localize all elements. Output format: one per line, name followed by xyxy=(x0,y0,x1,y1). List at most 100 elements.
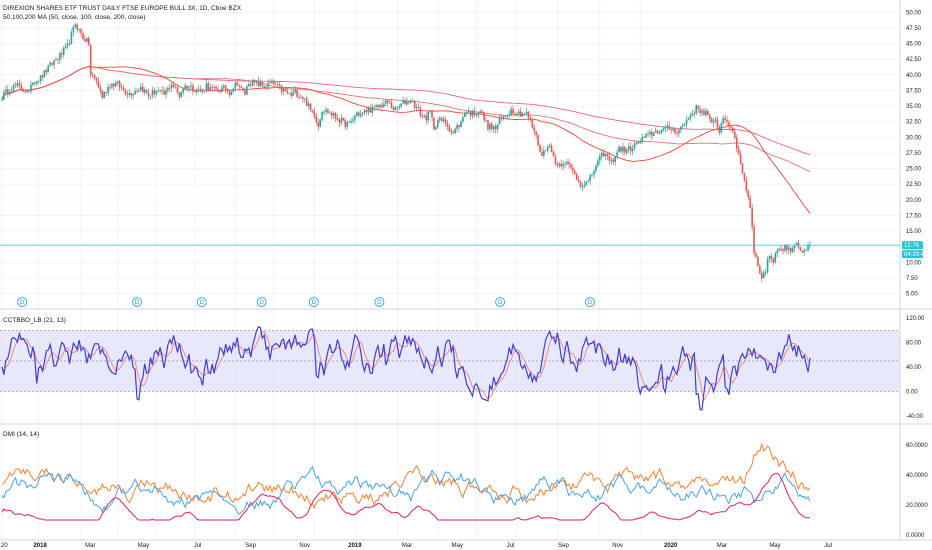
candle-body xyxy=(201,91,204,92)
candle-body xyxy=(674,128,676,134)
candle-body xyxy=(153,90,156,94)
dividend-marker[interactable]: D xyxy=(308,297,319,307)
candle-body xyxy=(703,110,705,116)
candle-body xyxy=(390,102,393,108)
candle-body xyxy=(55,59,57,61)
candle-body xyxy=(691,113,694,116)
candle-body xyxy=(809,245,811,246)
candle-body xyxy=(464,113,466,118)
dmi-axis[interactable]: 60.0000 40.0000 20.0000 0.0000 xyxy=(906,443,928,539)
candle-body xyxy=(745,180,748,192)
candle-body xyxy=(5,89,7,93)
candle-body xyxy=(199,89,202,92)
candle-body xyxy=(381,104,383,108)
dividend-circle xyxy=(585,297,595,307)
candle-body xyxy=(275,84,277,86)
candle-body xyxy=(165,90,167,95)
candle-body xyxy=(321,111,323,120)
candle-body xyxy=(124,90,127,94)
candle-body xyxy=(217,88,219,92)
candle-body xyxy=(469,111,472,116)
candle-body xyxy=(354,115,356,120)
candle-body xyxy=(755,253,757,257)
candle-body xyxy=(679,126,682,130)
candle-body xyxy=(37,81,40,82)
candle-body xyxy=(155,91,158,94)
candle-body xyxy=(622,146,624,152)
candle-body xyxy=(581,186,584,188)
candle-body xyxy=(340,118,343,123)
candle-body xyxy=(138,90,140,92)
candle-body xyxy=(28,90,30,92)
candle-body xyxy=(307,103,310,106)
candle-body xyxy=(348,122,350,124)
dividend-label: D xyxy=(20,300,25,306)
dividend-marker[interactable]: D xyxy=(495,297,506,307)
candle-body xyxy=(284,89,287,91)
dividend-marker[interactable]: D xyxy=(17,297,28,307)
dmi-panel[interactable] xyxy=(1,441,811,521)
candle-body xyxy=(739,154,742,164)
candle-body xyxy=(803,250,806,253)
dividend-marker[interactable]: D xyxy=(374,297,385,307)
candle-body xyxy=(533,127,536,132)
candle-body xyxy=(429,110,431,112)
candle-body xyxy=(747,191,750,198)
oscillator-signal-line xyxy=(1,331,811,402)
candle-body xyxy=(735,137,738,149)
oscillator-tick-label: 80.00 xyxy=(906,341,922,347)
oscillator-tick-label: -40.00 xyxy=(906,414,924,420)
candle-body xyxy=(656,130,659,134)
candle-body xyxy=(62,48,65,55)
candle-body xyxy=(12,85,15,91)
candle-body xyxy=(51,62,53,65)
candle-body xyxy=(53,60,55,65)
price-tick-label: 30.00 xyxy=(906,135,922,141)
candle-body xyxy=(93,75,96,79)
dmi-legend: DMI (14, 14) xyxy=(3,431,39,438)
candle-body xyxy=(261,82,264,86)
time-axis[interactable]: 20 2018 Mar May Jul Sep Nov 2019 Mar May Jul Sep Nov… xyxy=(1,543,832,549)
dividend-label: D xyxy=(259,300,264,306)
candle-body xyxy=(724,118,726,120)
candle-body xyxy=(404,100,406,105)
ma-legend: 50,100,200 MA (50, close, 100, close, 20… xyxy=(3,14,145,21)
dividend-marker[interactable]: D xyxy=(256,297,267,307)
candle-body xyxy=(658,133,661,135)
candle-body xyxy=(406,100,408,105)
dividend-marker[interactable]: D xyxy=(132,297,142,307)
candle-body xyxy=(330,112,333,116)
time-tick-label: May xyxy=(769,543,780,549)
candle-body xyxy=(224,85,227,90)
candle-body xyxy=(184,85,186,89)
candle-body xyxy=(541,151,543,156)
dmi-plus-line xyxy=(1,465,811,515)
dividend-circle xyxy=(132,297,142,307)
candle-body xyxy=(192,85,194,92)
candle-body xyxy=(720,123,723,133)
candle-body xyxy=(334,113,337,119)
time-tick-label: Mar xyxy=(402,543,412,549)
candle-body xyxy=(454,128,456,134)
candle-body xyxy=(178,92,181,97)
candle-body xyxy=(186,85,188,89)
candle-body xyxy=(365,110,368,113)
candle-body xyxy=(575,174,578,180)
candle-body xyxy=(16,83,19,87)
candlestick-series xyxy=(1,22,811,283)
candle-body xyxy=(45,70,48,73)
price-tick-label: 35.00 xyxy=(906,104,922,110)
candle-body xyxy=(228,90,231,96)
dividend-marker[interactable]: D xyxy=(196,297,207,307)
candle-body xyxy=(759,266,761,274)
candle-body xyxy=(672,128,674,130)
oscillator-axis[interactable]: 120.00 80.00 40.00 0.00 -40.00 xyxy=(906,316,925,420)
oscillator-panel[interactable] xyxy=(0,325,900,411)
dividend-marker[interactable]: D xyxy=(585,297,595,307)
candle-body xyxy=(371,107,374,113)
candle-body xyxy=(726,119,728,122)
candle-body xyxy=(89,44,92,75)
candle-body xyxy=(363,110,366,113)
